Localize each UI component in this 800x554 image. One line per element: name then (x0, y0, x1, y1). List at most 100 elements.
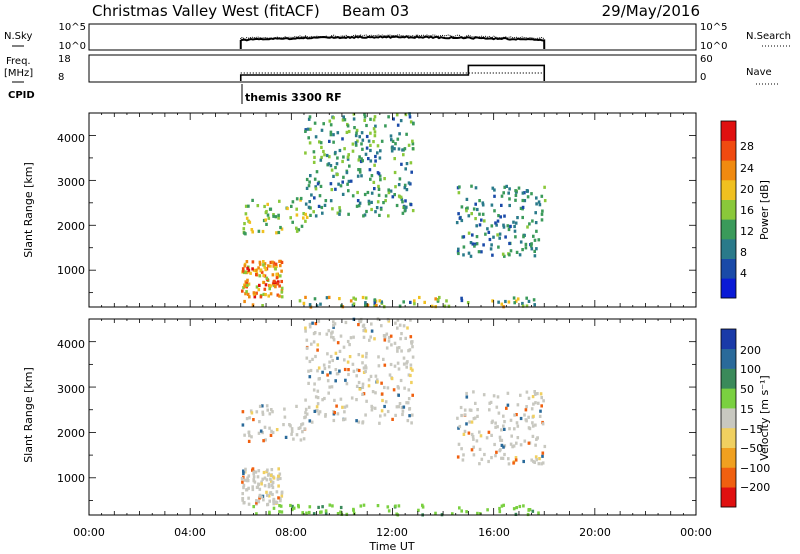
heatmap-cell (251, 198, 254, 202)
heatmap-cell (243, 284, 247, 288)
heatmap-cell (535, 247, 538, 251)
heatmap-cell (346, 360, 350, 364)
heatmap-cell (264, 218, 267, 222)
heatmap-cell (469, 241, 473, 245)
cpid-label: CPID (8, 90, 35, 101)
heatmap-cell (249, 409, 253, 413)
velocity-ytick-4000: 4000 (57, 338, 85, 351)
velocity-colorbar-frame (720, 328, 737, 508)
heatmap-cell (269, 477, 272, 481)
heatmap-cell (364, 301, 367, 305)
heatmap-cell (245, 260, 249, 264)
heatmap-cell (407, 181, 411, 185)
heatmap-cell (266, 408, 269, 412)
heatmap-cell (475, 439, 479, 443)
heatmap-cell (244, 270, 247, 274)
heatmap-cell (336, 131, 340, 135)
colorbar-block (721, 239, 736, 259)
heatmap-cell (504, 299, 507, 304)
time-tick-0000: 00:00 (73, 526, 105, 539)
heatmap-cell (265, 490, 268, 494)
heatmap-cell (314, 395, 318, 399)
heatmap-cell (344, 378, 347, 382)
heatmap-cell (334, 379, 337, 383)
power-panel: Slant Range [km] 1000 2000 3000 4000 (22, 112, 697, 309)
heatmap-cell (541, 461, 545, 465)
heatmap-cell (354, 143, 358, 147)
heatmap-cell (380, 324, 383, 328)
heatmap-cell (407, 373, 411, 377)
heatmap-cell (502, 225, 506, 229)
heatmap-cell (531, 421, 534, 425)
heatmap-cell (336, 211, 340, 215)
heatmap-cell (404, 336, 407, 340)
heatmap-cell (378, 156, 382, 160)
heatmap-cell (345, 404, 349, 408)
heatmap-cell (347, 189, 350, 193)
heatmap-cell (325, 332, 329, 336)
heatmap-cell (396, 123, 400, 127)
heatmap-cell (512, 296, 516, 300)
heatmap-cell (530, 192, 533, 196)
heatmap-cell (373, 163, 376, 167)
heatmap-cell (358, 135, 361, 139)
heatmap-cell (525, 189, 529, 193)
heatmap-cell (300, 423, 303, 427)
heatmap-cell (391, 417, 394, 421)
heatmap-cell (263, 265, 266, 269)
heatmap-cell (478, 430, 481, 434)
heatmap-cell (374, 374, 378, 378)
heatmap-cell (252, 475, 256, 479)
heatmap-cell (331, 504, 334, 508)
heatmap-cell (307, 381, 310, 385)
heatmap-cell (325, 296, 329, 300)
heatmap-cell (319, 302, 322, 306)
heatmap-cell (338, 212, 341, 216)
heatmap-cell (262, 260, 265, 264)
heatmap-cell (347, 153, 350, 157)
heatmap-cell (460, 509, 463, 513)
heatmap-cell (290, 204, 293, 208)
velocity-cbar-tick-15: 15 (740, 403, 754, 416)
heatmap-cell (243, 469, 246, 473)
heatmap-cell (515, 250, 519, 254)
heatmap-cell (243, 264, 247, 268)
heatmap-cell (490, 203, 494, 207)
heatmap-cell (386, 386, 390, 390)
power-cbar-tick-16: 16 (740, 204, 754, 217)
heatmap-cell (541, 209, 544, 213)
heatmap-cell (513, 413, 516, 417)
heatmap-cell (411, 209, 415, 213)
heatmap-cell (524, 408, 528, 412)
heatmap-cell (497, 245, 500, 249)
velocity-cbar-tick-50: 50 (740, 383, 754, 396)
heatmap-cell (355, 384, 359, 388)
heatmap-cell (360, 142, 363, 146)
heatmap-cell (252, 291, 256, 295)
heatmap-cell (364, 303, 367, 307)
heatmap-cell (335, 162, 339, 166)
heatmap-cell (540, 212, 544, 216)
heatmap-cell (397, 183, 401, 187)
heatmap-cell (498, 236, 501, 240)
colorbar-block (721, 329, 736, 350)
heatmap-cell (384, 194, 388, 198)
heatmap-cell (492, 394, 496, 398)
heatmap-cell (316, 389, 320, 393)
heatmap-cell (252, 470, 256, 474)
heatmap-cell (367, 139, 371, 143)
heatmap-cell (298, 299, 302, 303)
heatmap-cell (266, 468, 269, 472)
heatmap-cell (462, 245, 466, 249)
heatmap-cell (372, 140, 375, 144)
heatmap-cell (317, 366, 321, 370)
heatmap-cell (497, 300, 500, 304)
heatmap-cell (324, 511, 328, 515)
heatmap-cell (345, 130, 349, 134)
heatmap-cell (513, 427, 516, 431)
heatmap-cell (533, 254, 537, 258)
heatmap-cell (312, 388, 316, 392)
heatmap-cell (485, 436, 489, 440)
heatmap-cell (405, 205, 408, 209)
heatmap-cell (411, 393, 414, 397)
